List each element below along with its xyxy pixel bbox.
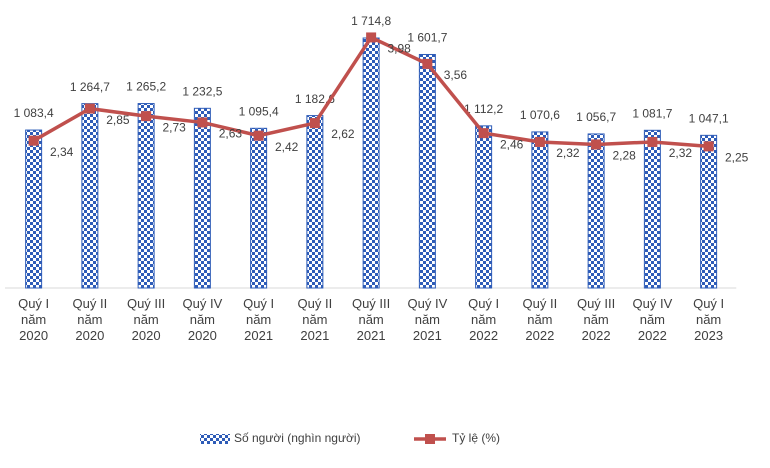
line-value-label: 2,32 <box>669 146 693 160</box>
legend-label: Số người (nghìn người) <box>234 431 361 445</box>
bar <box>81 103 99 289</box>
line-value-label: 3,56 <box>444 68 468 82</box>
bar <box>643 129 661 289</box>
x-tick-label: Quý III năm 2021 <box>351 296 391 343</box>
bar <box>306 115 324 289</box>
bar-value-label: 1 095,4 <box>239 104 279 118</box>
bar <box>250 127 268 289</box>
bar-value-label: 1 081,7 <box>632 106 672 120</box>
x-tick-label: Quý II năm 2022 <box>522 296 558 343</box>
line-value-label: 2,28 <box>612 149 636 163</box>
line-marker <box>478 128 489 139</box>
line-marker <box>647 136 658 147</box>
line-marker <box>197 117 208 128</box>
line-marker <box>253 130 264 141</box>
line-value-label: 3,98 <box>387 42 411 56</box>
x-tick-label: Quý I năm 2022 <box>468 296 500 343</box>
line-value-label: 2,32 <box>556 146 580 160</box>
line-value-label: 2,85 <box>106 113 130 127</box>
bar-value-label: 1 083,4 <box>14 106 54 120</box>
line-marker <box>309 118 320 129</box>
x-tick-label: Quý I năm 2020 <box>18 296 50 343</box>
line-value-label: 2,46 <box>500 137 524 151</box>
line-value-label: 2,25 <box>725 151 749 165</box>
x-tick-label: Quý IV năm 2020 <box>182 296 223 343</box>
x-tick-label: Quý III năm 2020 <box>126 296 166 343</box>
bar <box>137 103 155 289</box>
line-value-label: 2,34 <box>50 145 74 159</box>
line-marker <box>366 32 377 43</box>
bar-value-label: 1 070,6 <box>520 108 560 122</box>
bar-value-label: 1 047,1 <box>689 112 729 126</box>
line-value-label: 2,62 <box>331 127 355 141</box>
bar <box>25 129 43 289</box>
bar <box>362 37 380 289</box>
bar-value-label: 1 056,7 <box>576 110 616 124</box>
bar <box>418 53 436 289</box>
bar <box>531 131 549 289</box>
line-marker <box>422 58 433 69</box>
bar-value-label: 1 601,7 <box>407 31 447 45</box>
line-marker <box>141 111 152 122</box>
line-marker <box>28 135 39 146</box>
x-tick-label: Quý IV năm 2022 <box>632 296 673 343</box>
line-value-label: 2,73 <box>162 120 186 134</box>
x-tick-label: Quý I năm 2021 <box>243 296 275 343</box>
legend-swatch <box>200 434 230 444</box>
bar-value-label: 1 714,8 <box>351 14 391 28</box>
legend-swatch <box>425 434 435 444</box>
bar-value-label: 1 112,2 <box>464 102 503 116</box>
line-marker <box>84 103 95 114</box>
x-tick-label: Quý III năm 2022 <box>576 296 616 343</box>
line-marker <box>534 136 545 147</box>
bar <box>700 134 718 289</box>
x-tick-label: Quý II năm 2021 <box>297 296 333 343</box>
x-tick-label: Quý II năm 2020 <box>72 296 108 343</box>
line-value-label: 2,42 <box>275 140 299 154</box>
legend-label: Tỷ lệ (%) <box>452 431 500 445</box>
bar-value-label: 1 264,7 <box>70 80 110 94</box>
x-tick-label: Quý IV năm 2021 <box>407 296 448 343</box>
bar <box>587 133 605 289</box>
x-tick-label: Quý I năm 2023 <box>693 296 725 343</box>
bar <box>475 125 493 289</box>
line-marker <box>591 139 602 150</box>
bar <box>193 107 211 289</box>
bar-value-label: 1 232,5 <box>182 84 222 98</box>
bar-value-label: 1 182,6 <box>295 92 335 106</box>
bar-value-label: 1 265,2 <box>126 80 166 94</box>
line-value-label: 2,63 <box>219 127 243 141</box>
line-marker <box>703 141 714 152</box>
